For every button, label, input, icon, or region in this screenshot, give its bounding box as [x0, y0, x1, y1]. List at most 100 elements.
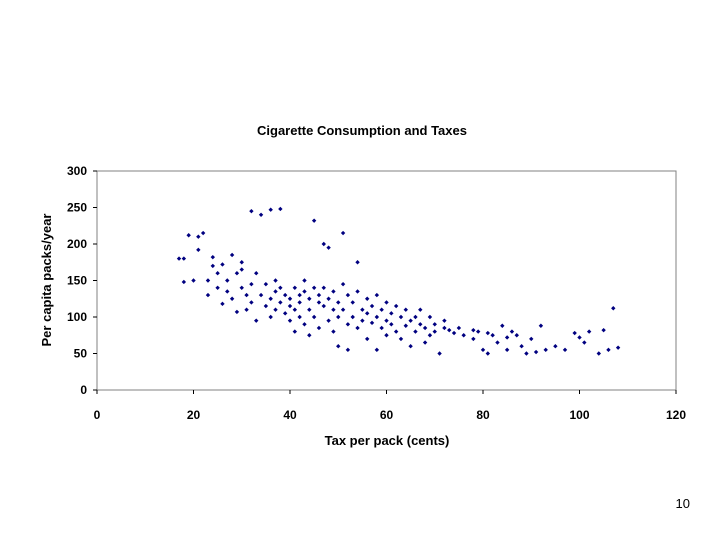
- data-point: [311, 285, 317, 290]
- data-point: [268, 314, 273, 320]
- data-point: [302, 322, 307, 327]
- data-point: [215, 285, 220, 290]
- data-point: [480, 347, 486, 353]
- y-tick-label: 300: [67, 164, 87, 178]
- data-point: [374, 314, 380, 320]
- data-point: [292, 307, 298, 312]
- data-point: [365, 296, 370, 301]
- data-point: [331, 307, 336, 312]
- data-point: [601, 327, 606, 333]
- data-point: [297, 300, 302, 305]
- chart-title: Cigarette Consumption and Taxes: [257, 123, 467, 138]
- data-point: [529, 336, 534, 342]
- data-point: [369, 303, 375, 309]
- data-point: [596, 351, 601, 356]
- data-point: [538, 323, 544, 328]
- data-point: [422, 325, 428, 331]
- data-point: [355, 325, 360, 331]
- page-number: 10: [675, 496, 690, 511]
- data-point: [307, 307, 312, 312]
- data-point: [302, 289, 307, 294]
- data-point: [582, 340, 587, 345]
- data-series: [176, 206, 621, 356]
- data-point: [258, 292, 264, 298]
- data-point: [292, 285, 298, 290]
- data-point: [422, 340, 428, 345]
- data-point: [456, 325, 462, 331]
- data-point: [524, 351, 529, 356]
- data-point: [186, 233, 191, 238]
- data-point: [340, 307, 346, 312]
- data-point: [220, 301, 225, 307]
- data-point: [326, 318, 331, 323]
- data-point: [432, 322, 437, 327]
- data-point: [389, 311, 394, 316]
- data-point: [316, 325, 322, 331]
- data-point: [408, 318, 413, 323]
- data-point: [413, 329, 418, 334]
- data-point: [379, 325, 384, 331]
- data-point: [519, 344, 524, 349]
- data-point: [360, 307, 365, 312]
- data-point: [427, 333, 433, 338]
- data-point: [413, 314, 418, 320]
- data-point: [586, 329, 592, 334]
- data-point: [471, 327, 476, 333]
- data-point: [205, 292, 211, 298]
- data-point: [490, 333, 495, 338]
- data-point: [514, 333, 519, 338]
- data-point: [369, 320, 375, 326]
- y-tick-label: 200: [67, 237, 87, 251]
- data-point: [432, 329, 437, 334]
- data-point: [340, 230, 346, 236]
- data-point: [287, 296, 293, 301]
- data-point: [336, 300, 341, 305]
- data-point: [196, 247, 201, 253]
- data-point: [239, 260, 244, 265]
- data-point: [302, 278, 307, 283]
- data-point: [408, 344, 413, 349]
- data-point: [384, 318, 389, 323]
- data-point: [384, 300, 389, 305]
- data-point: [389, 322, 394, 327]
- y-tick-label: 150: [67, 274, 87, 288]
- data-point: [418, 307, 423, 312]
- data-point: [234, 309, 240, 315]
- data-point: [249, 208, 254, 214]
- data-point: [572, 330, 577, 336]
- data-point: [509, 329, 515, 334]
- y-axis: 0 50 100 150 200 250 300: [67, 164, 97, 397]
- data-point: [181, 256, 187, 261]
- data-point: [244, 292, 249, 298]
- data-point: [321, 303, 326, 309]
- data-point: [442, 318, 447, 323]
- data-point: [249, 281, 254, 287]
- data-point: [225, 289, 230, 294]
- data-point: [442, 325, 447, 331]
- data-point: [297, 314, 302, 320]
- data-point: [340, 281, 346, 287]
- data-point: [225, 278, 230, 283]
- x-tick-label: 100: [569, 408, 589, 422]
- data-point: [345, 292, 351, 298]
- data-point: [181, 279, 187, 285]
- data-point: [239, 285, 244, 290]
- data-point: [475, 329, 481, 334]
- data-point: [562, 347, 568, 353]
- data-point: [176, 256, 182, 261]
- data-point: [485, 351, 491, 356]
- data-point: [311, 218, 317, 223]
- data-point: [307, 296, 312, 301]
- data-point: [485, 330, 491, 336]
- data-point: [451, 330, 457, 336]
- data-point: [418, 322, 423, 327]
- x-tick-label: 0: [94, 408, 101, 422]
- data-point: [244, 307, 249, 312]
- data-point: [533, 349, 539, 355]
- data-point: [229, 296, 235, 301]
- data-point: [254, 318, 259, 323]
- data-point: [282, 292, 288, 298]
- data-point: [393, 329, 399, 334]
- data-point: [210, 263, 215, 269]
